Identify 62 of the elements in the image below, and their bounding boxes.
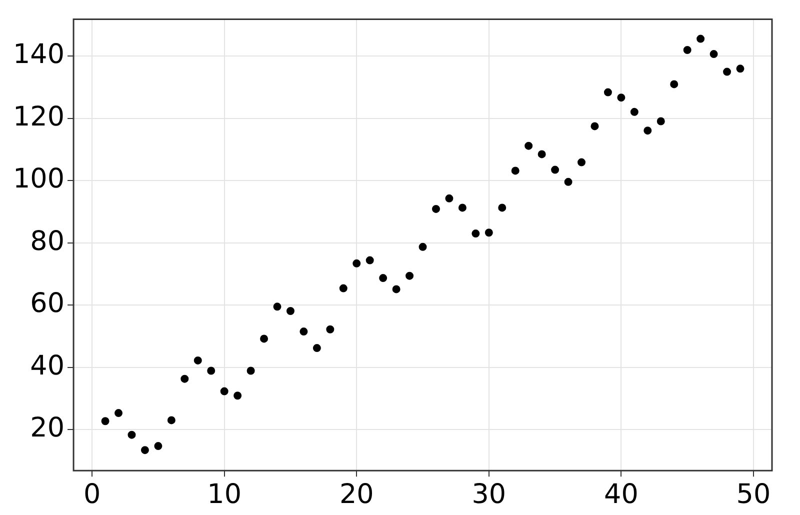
point (207, 366, 216, 375)
point (246, 366, 255, 375)
point (418, 242, 427, 251)
point (524, 142, 533, 150)
y-tick-label: 20 (30, 412, 65, 444)
point (220, 387, 228, 396)
point (326, 325, 334, 334)
point (379, 274, 388, 282)
y-tick-label: 40 (30, 350, 65, 382)
point (406, 272, 414, 280)
point (551, 166, 560, 174)
point (286, 307, 294, 316)
y-tick-label: 100 (12, 164, 65, 195)
point (498, 204, 506, 212)
point (300, 328, 308, 336)
point (630, 108, 638, 116)
x-tick-label: 20 (339, 478, 374, 510)
point (352, 259, 361, 268)
x-tick-label: 30 (472, 478, 506, 510)
point (101, 417, 110, 426)
point (511, 166, 520, 175)
point (736, 64, 744, 73)
y-tick-label: 120 (12, 101, 65, 132)
point (128, 430, 136, 439)
point (723, 68, 732, 76)
point (683, 46, 692, 54)
point (484, 228, 493, 237)
point (180, 374, 189, 383)
point (339, 284, 348, 292)
point (366, 256, 374, 264)
point (312, 344, 321, 352)
point (114, 409, 123, 418)
point (194, 356, 202, 364)
point (154, 442, 162, 450)
y-tick-label: 80 (30, 226, 65, 257)
point (392, 285, 400, 294)
y-tick-label: 60 (30, 288, 65, 320)
point (472, 230, 480, 238)
x-tick-label: 10 (207, 478, 242, 510)
point (445, 194, 454, 202)
point (140, 446, 149, 454)
point (590, 122, 599, 130)
point (710, 50, 718, 58)
point (578, 158, 586, 166)
point (696, 34, 705, 43)
point (656, 117, 665, 126)
point (458, 204, 466, 212)
point (670, 80, 678, 88)
point (604, 88, 612, 96)
x-tick-label: 50 (736, 478, 771, 510)
point (260, 334, 268, 343)
point (234, 392, 242, 400)
x-tick-label: 0 (83, 478, 101, 510)
point (564, 178, 572, 186)
point (432, 204, 440, 213)
point (273, 302, 282, 311)
y-tick-label: 140 (12, 39, 65, 70)
point (167, 416, 176, 424)
point (538, 150, 546, 158)
point (617, 94, 626, 102)
point (644, 126, 652, 135)
x-tick-label: 40 (604, 478, 638, 510)
